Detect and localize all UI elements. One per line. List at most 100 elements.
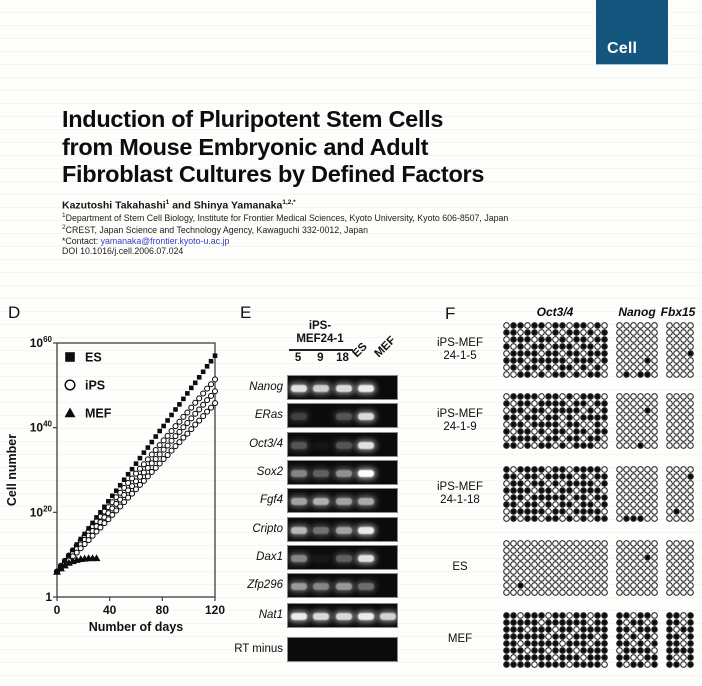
cell-logo-text: Cell (607, 40, 638, 57)
gel-header-line1: iPS- (308, 320, 332, 332)
gene-label: Fgf4 (259, 494, 283, 506)
methylation-column-header: Fbx15 (660, 305, 696, 319)
svg-text:Number of days: Number of days (89, 620, 184, 634)
gel-band (357, 413, 374, 420)
panel-e-label: E (240, 303, 252, 322)
article-title: Induction of Pluripotent Stem Cells from… (62, 106, 484, 189)
gel-band (335, 498, 352, 505)
methylation-column-header: Nanog (618, 305, 656, 319)
gel-lane-strip (287, 403, 398, 428)
panel-d-label: D (8, 303, 21, 322)
gel-row: Zfp296 (230, 573, 398, 598)
panel-f-label: F (445, 304, 456, 323)
gene-label: Nat1 (258, 609, 283, 621)
methylation-row-label: iPS-MEF 24-1-5 (437, 336, 483, 363)
gel-band (313, 527, 330, 534)
gene-label: Zfp296 (247, 579, 283, 591)
gel-lane-strip (287, 637, 398, 662)
gel-band (335, 527, 352, 534)
gene-label: ERas (254, 409, 283, 421)
cell-journal-logo: Cell (596, 0, 668, 64)
svg-text:1040: 1040 (30, 420, 53, 435)
gel-row: Sox2 (230, 460, 398, 485)
gel-row: Oct3/4 (230, 432, 398, 457)
title-line-1: Induction of Pluripotent Stem Cells (62, 106, 444, 132)
gel-band (291, 498, 308, 505)
methylation-grid (616, 322, 658, 378)
methylation-grid (503, 612, 608, 668)
gel-band (357, 527, 374, 534)
gel-band (335, 442, 352, 449)
methylation-grid (616, 612, 658, 668)
svg-text:1: 1 (45, 590, 52, 604)
gel-lane-strip (287, 432, 398, 457)
gene-label: RT minus (234, 643, 283, 655)
methylation-row-label: MEF (447, 633, 473, 646)
gel-band (379, 613, 396, 620)
gel-lane-strip (287, 517, 398, 542)
gel-row: Cripto (230, 517, 398, 542)
doi-line: DOI 10.1016/j.cell.2006.07.024 (62, 246, 184, 257)
methylation-row-label: iPS-MEF 24-1-9 (437, 407, 483, 434)
title-line-2: from Mouse Embryonic and Adult (62, 133, 429, 160)
gel-band (335, 613, 352, 620)
svg-text:80: 80 (156, 603, 170, 617)
gel-lane-strip (287, 603, 398, 628)
gel-band (291, 442, 308, 449)
title-line-3: Fibroblast Cultures by Defined Factors (62, 161, 485, 188)
methylation-grid (666, 612, 694, 668)
gel-band (313, 613, 330, 620)
gel-band (357, 583, 374, 590)
methylation-grid (666, 322, 694, 378)
affiliations-block: 1Department of Stem Cell Biology, Instit… (62, 211, 508, 256)
methylation-grid (666, 393, 694, 449)
svg-text:0: 0 (54, 603, 61, 617)
methylation-row-label: ES (452, 561, 468, 574)
gel-band (357, 498, 374, 505)
gel-band (291, 385, 308, 392)
methylation-grid (503, 540, 608, 596)
gel-band (335, 385, 352, 392)
gene-label: Nanog (249, 381, 283, 393)
gel-band (357, 555, 374, 562)
gel-band (291, 583, 308, 590)
gel-lane-strip (287, 375, 398, 400)
gel-header-underline (289, 349, 353, 351)
gel-band (313, 385, 330, 392)
gel-band (313, 583, 330, 590)
gel-row: Nanog (230, 375, 398, 400)
methylation-grid (666, 466, 694, 522)
gel-row: ERas (230, 403, 398, 428)
svg-text:1060: 1060 (30, 335, 53, 350)
gel-row: Nat1 (230, 603, 398, 628)
gel-band (291, 470, 308, 477)
gel-lane-strip (287, 545, 398, 570)
lane-number: 5 (294, 352, 302, 364)
gel-band (335, 555, 352, 562)
gel-row: Fgf4 (230, 488, 398, 513)
methylation-column-header: Oct3/4 (536, 305, 574, 319)
gel-band (291, 413, 308, 420)
affiliation-line-2: 2CREST, Japan Science and Technology Age… (62, 224, 369, 236)
svg-text:ES: ES (85, 351, 102, 365)
gel-band (357, 613, 374, 620)
affiliation-line-1: 1Department of Stem Cell Biology, Instit… (62, 212, 509, 223)
gel-band (313, 442, 330, 449)
panel-f-methylation: F Oct3/4 Nanog Fbx15 iPS-MEF 24-1-5 iPS-MEF 2… (420, 300, 702, 686)
methylation-grid (666, 540, 694, 596)
gel-band (291, 613, 308, 620)
contact-prefix: *Contact: (62, 235, 101, 246)
svg-text:iPS: iPS (85, 379, 105, 393)
methylation-grid (503, 466, 608, 522)
gel-row: RT minus (230, 637, 398, 662)
gene-label: Cripto (252, 523, 283, 535)
email-link[interactable]: yamanaka@frontier.kyoto-u.ac.jp (100, 235, 230, 246)
methylation-grid (616, 393, 658, 449)
methylation-row-label: iPS-MEF 24-1-18 (437, 480, 483, 507)
gel-band (313, 498, 330, 505)
gene-label: Dax1 (256, 551, 283, 563)
gel-band (357, 442, 374, 449)
gel-lane-strip (287, 460, 398, 485)
